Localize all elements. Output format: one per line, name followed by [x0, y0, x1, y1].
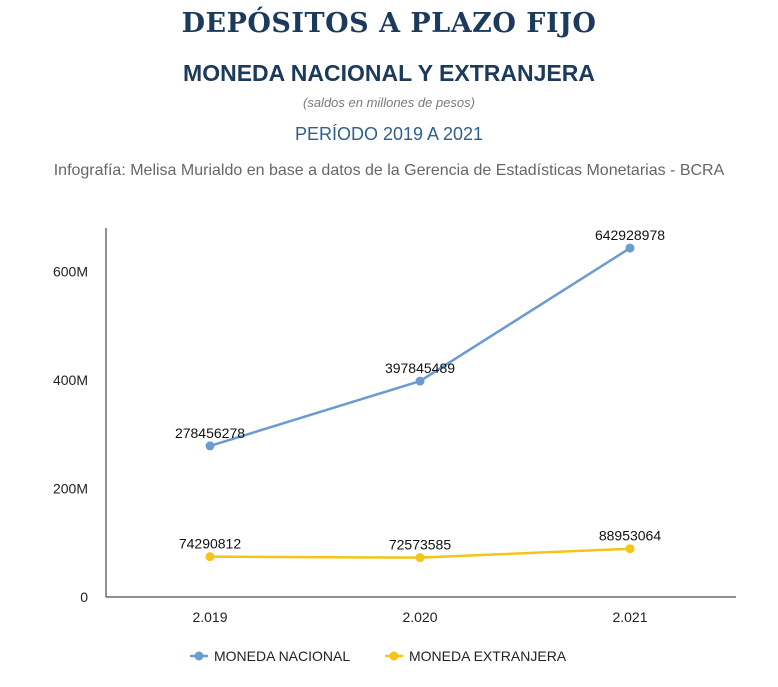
data-label: 642928978 [595, 227, 665, 243]
x-tick-label: 2.020 [402, 609, 437, 625]
legend-label: MONEDA EXTRANJERA [409, 648, 567, 664]
data-label: 397845489 [385, 360, 455, 376]
units-note: (saldos en millones de pesos) [303, 95, 475, 110]
y-tick-label: 400M [53, 372, 88, 388]
data-point [625, 544, 635, 554]
y-tick-label: 0 [80, 589, 88, 605]
data-point [205, 552, 215, 562]
chart-axes: 0 200M 400M 600M 2.019 2.020 2.021 [53, 228, 736, 625]
series-line [209, 247, 631, 448]
data-label: 74290812 [179, 536, 242, 552]
data-point [625, 243, 635, 253]
period-label: PERÍODO 2019 A 2021 [294, 124, 484, 144]
x-tick-label: 2.021 [612, 609, 647, 625]
x-tick-label: 2.019 [192, 609, 227, 625]
y-tick-label: 200M [53, 480, 88, 496]
series-layer: 278456278 397845489 642928978 74290812 72573… [175, 227, 665, 563]
legend-dot-marker [194, 651, 204, 661]
data-point [205, 441, 215, 451]
data-label: 72573585 [389, 537, 452, 553]
data-point [415, 553, 425, 563]
chart-legend: MONEDA NACIONAL MONEDA EXTRANJERA [190, 648, 567, 664]
data-label: 278456278 [175, 425, 245, 441]
data-label: 88953064 [599, 528, 662, 544]
data-point [415, 376, 425, 386]
legend-label: MONEDA NACIONAL [214, 648, 350, 664]
source-credit: Infografía: Melisa Murialdo en base a da… [53, 162, 725, 179]
legend-dot-marker [389, 651, 399, 661]
y-tick-label: 600M [53, 263, 88, 279]
chart-title: DEPÓSITOS A PLAZO FIJO [181, 8, 597, 39]
series-moneda-nacional: 278456278 397845489 642928978 [175, 227, 665, 451]
legend-item-moneda-nacional: MONEDA NACIONAL [190, 648, 350, 664]
series-moneda-extranjera: 74290812 72573585 88953064 [179, 528, 662, 563]
legend-item-moneda-extranjera: MONEDA EXTRANJERA [385, 648, 567, 664]
chart-subtitle: MONEDA NACIONAL Y EXTRANJERA [183, 60, 595, 86]
